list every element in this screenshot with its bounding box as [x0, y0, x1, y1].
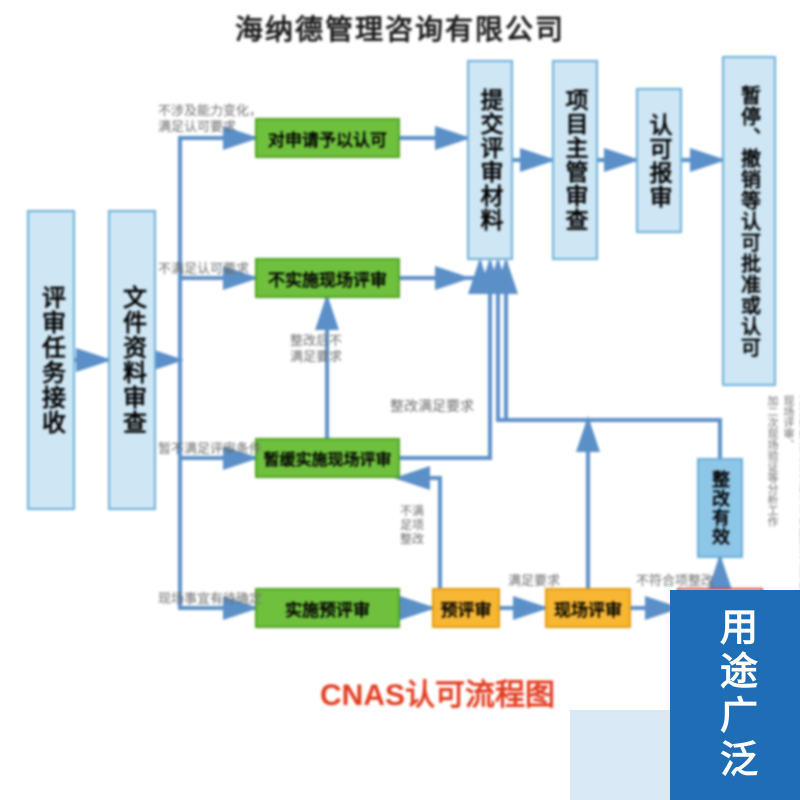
node-n2: 文件资料审查 [108, 210, 156, 510]
node-n1: 评审任务接收 [27, 210, 75, 510]
node-n7: 预评审 [432, 588, 500, 628]
node-n12: 项目主管审查 [552, 60, 598, 260]
node-n8: 现场评审 [545, 588, 631, 628]
edge-label-e8: 不符合项整改 [636, 570, 714, 589]
node-n4: 不实施现场评审 [255, 258, 400, 298]
edge-label-e6: 整改满足要求 [390, 396, 474, 416]
node-n13: 认可报审 [636, 88, 682, 233]
node-n14: 暂停、撤销等认可批准或认可 [722, 56, 776, 386]
node-n6: 实施预评审 [255, 588, 400, 628]
flowchart-canvas: 海纳德管理咨询有限公司 CNAS认可流程图 评审任务接收文件资料审查 对申请予以认… [0, 0, 800, 800]
diagram-title: CNAS认可流程图 [320, 670, 555, 714]
watermark-top: 海纳德管理咨询有限公司 [0, 8, 800, 48]
node-n3: 对申请予以认可 [255, 118, 400, 158]
edge-label-e9c: 整改 [400, 530, 424, 547]
edge-label-e1b: 满足认可要求 [158, 116, 236, 135]
edge-label-e4: 现场事宜有待确定 [158, 588, 262, 607]
edge-label-e2: 不满足认可要求 [158, 258, 249, 277]
edge-label-e7: 满足要求 [508, 570, 560, 589]
node-n5: 暂缓实施现场评审 [255, 438, 400, 478]
edge-label-e10: 决定继续满足并分析认可依据要求并调整认可时限、延长现场评审、 [780, 395, 800, 675]
edge-label-e3: 暂不满足评审条件 [158, 438, 262, 457]
node-n11: 提交评审材料 [467, 60, 513, 260]
edge-label-e5b: 满足要求 [290, 346, 342, 365]
node-n10: 整改有效 [697, 458, 743, 558]
node-n9: 跟踪验证 [677, 588, 763, 628]
edge-label-e10b: 加二次现场验证等分析工作 [764, 395, 780, 675]
